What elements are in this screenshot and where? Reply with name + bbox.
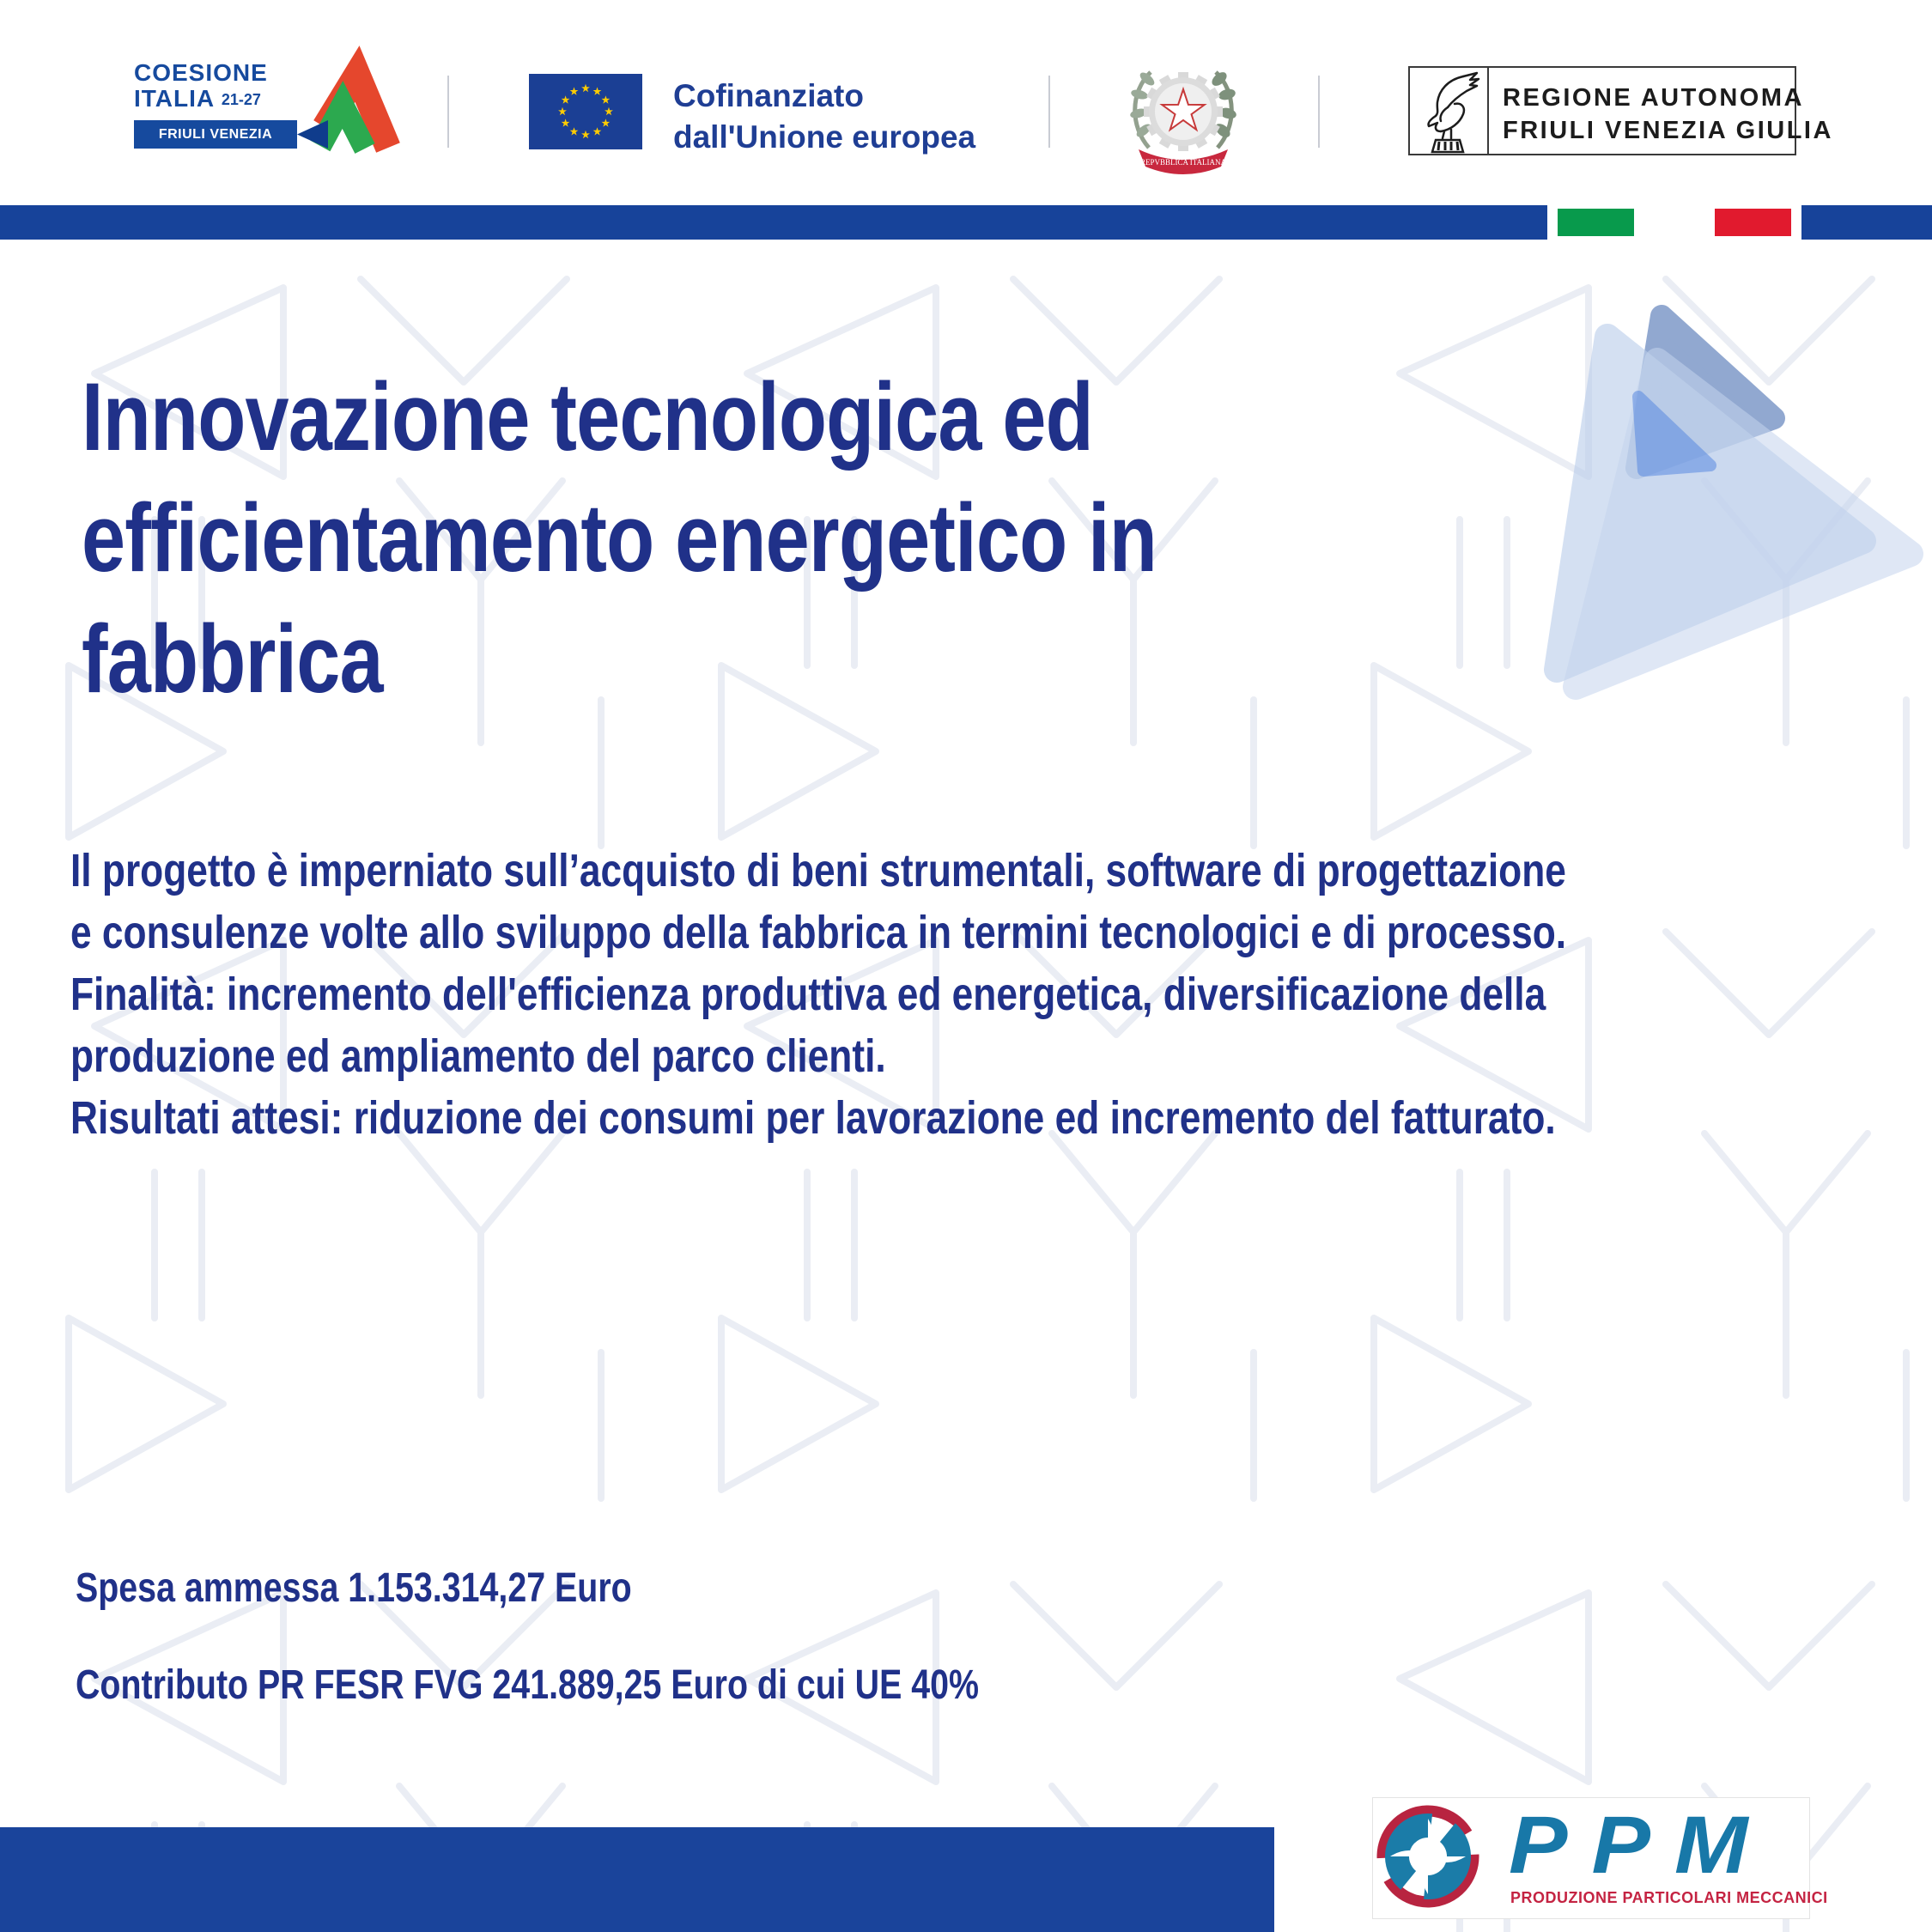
eu-label-line1: Cofinanziato bbox=[673, 78, 864, 113]
header-divider-3 bbox=[1318, 76, 1320, 148]
header-divider-1 bbox=[447, 76, 449, 148]
fvg-line1: REGIONE AUTONOMA bbox=[1503, 84, 1804, 112]
italian-flag-icon bbox=[1547, 205, 1801, 240]
title-line1: Innovazione tecnologica ed bbox=[82, 363, 1094, 471]
spesa-ammessa-line: Spesa ammessa 1.153.314,27 Euro bbox=[76, 1565, 632, 1611]
header-logo-strip: COESIONE ITALIA 21-27 FRIULI VENEZIA GIU… bbox=[0, 0, 1932, 197]
regione-fvg-logo: REGIONE AUTONOMA FRIULI VENEZIA GIULIA bbox=[1408, 66, 1831, 155]
italian-republic-emblem-icon: REPVBBLICA ITALIANA bbox=[1130, 70, 1236, 174]
decorative-triangles bbox=[1544, 305, 1923, 700]
coesione-years: 21-27 bbox=[221, 91, 261, 108]
description-line4: produzione ed ampliamento del parco clie… bbox=[70, 1030, 886, 1082]
description-line2: e consulenze volte allo sviluppo della f… bbox=[70, 907, 1567, 958]
header-divider-2 bbox=[1048, 76, 1050, 148]
coesione-line1: COESIONE bbox=[134, 59, 268, 86]
top-blue-bar bbox=[0, 205, 1932, 240]
coesione-italia-logo: COESIONE ITALIA 21-27 FRIULI VENEZIA GIU… bbox=[134, 46, 417, 170]
ppm-logo-card: PPM PRODUZIONE PARTICOLARI MECCANICI bbox=[1372, 1797, 1827, 1919]
ppm-tagline: PRODUZIONE PARTICOLARI MECCANICI bbox=[1510, 1889, 1828, 1906]
eu-cofunded-label: Cofinanziato dall'Unione europea bbox=[673, 76, 975, 158]
title-line3: fabbrica bbox=[82, 605, 384, 713]
project-description: Il progetto è imperniato sull’acquisto d… bbox=[70, 840, 1566, 1149]
ppm-wordmark: PPM bbox=[1509, 1800, 1772, 1891]
flag-red-stripe bbox=[1715, 209, 1791, 236]
description-line1: Il progetto è imperniato sull’acquisto d… bbox=[70, 845, 1566, 896]
coesione-line2: ITALIA 21-27 bbox=[134, 85, 261, 112]
description-line5: Risultati attesi: riduzione dei consumi … bbox=[70, 1092, 1556, 1144]
description-line3: Finalità: incremento dell'efficienza pro… bbox=[70, 969, 1546, 1020]
fvg-line2: FRIULI VENEZIA GIULIA bbox=[1503, 117, 1833, 144]
title-line2: efficientamento energetico in bbox=[82, 484, 1157, 592]
flag-green-stripe bbox=[1558, 209, 1634, 236]
page-title: Innovazione tecnologica ed efficientamen… bbox=[82, 356, 1157, 720]
emblem-ribbon-text: REPVBBLICA ITALIANA bbox=[1140, 158, 1227, 167]
ppm-emblem-icon bbox=[1376, 1805, 1479, 1908]
contributo-line: Contributo PR FESR FVG 241.889,25 Euro d… bbox=[76, 1662, 980, 1708]
fvg-logo-text: REGIONE AUTONOMA FRIULI VENEZIA GIULIA bbox=[1503, 82, 1833, 147]
eu-label-line2: dall'Unione europea bbox=[673, 119, 976, 155]
bottom-blue-bar bbox=[0, 1827, 1274, 1932]
fvg-eagle-icon bbox=[1410, 68, 1489, 154]
eu-flag-icon bbox=[529, 74, 642, 149]
coesione-banner: FRIULI VENEZIA GIULIA bbox=[134, 120, 297, 170]
coesione-chevron-mark-icon bbox=[297, 46, 400, 154]
